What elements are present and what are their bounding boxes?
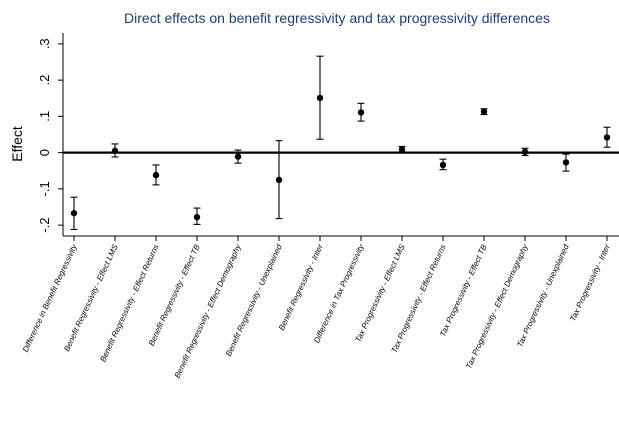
x-tick-label: Benefit Regressivity - Inter bbox=[277, 243, 325, 332]
point-estimate bbox=[357, 109, 365, 116]
point-estimate bbox=[111, 147, 119, 155]
y-tick-label: -.1 bbox=[37, 181, 52, 196]
chart-title: Direct effects on benefit regressivity a… bbox=[124, 10, 550, 26]
x-tick-label: Tax Progressivity - Effect TB bbox=[438, 242, 489, 338]
point-estimate bbox=[439, 161, 447, 169]
point-estimate bbox=[398, 146, 406, 153]
point-estimate bbox=[275, 176, 283, 184]
y-tick-label: .1 bbox=[37, 111, 52, 122]
y-tick-label: -.2 bbox=[37, 218, 52, 233]
y-tick-label: 0 bbox=[37, 149, 52, 156]
y-tick-label: .3 bbox=[37, 38, 52, 49]
point-estimate bbox=[316, 94, 324, 102]
y-tick-label: .2 bbox=[37, 75, 52, 86]
point-estimate bbox=[480, 108, 488, 115]
point-estimate bbox=[234, 153, 242, 160]
x-tick-label: Tax Progressivity - Inter bbox=[568, 243, 612, 323]
point-estimate bbox=[562, 159, 570, 166]
point-estimate bbox=[70, 209, 78, 217]
point-estimate bbox=[152, 171, 160, 179]
point-estimate bbox=[603, 134, 611, 141]
y-axis-label: Effect bbox=[9, 126, 25, 162]
point-estimate bbox=[193, 213, 201, 221]
point-estimate bbox=[521, 148, 529, 156]
